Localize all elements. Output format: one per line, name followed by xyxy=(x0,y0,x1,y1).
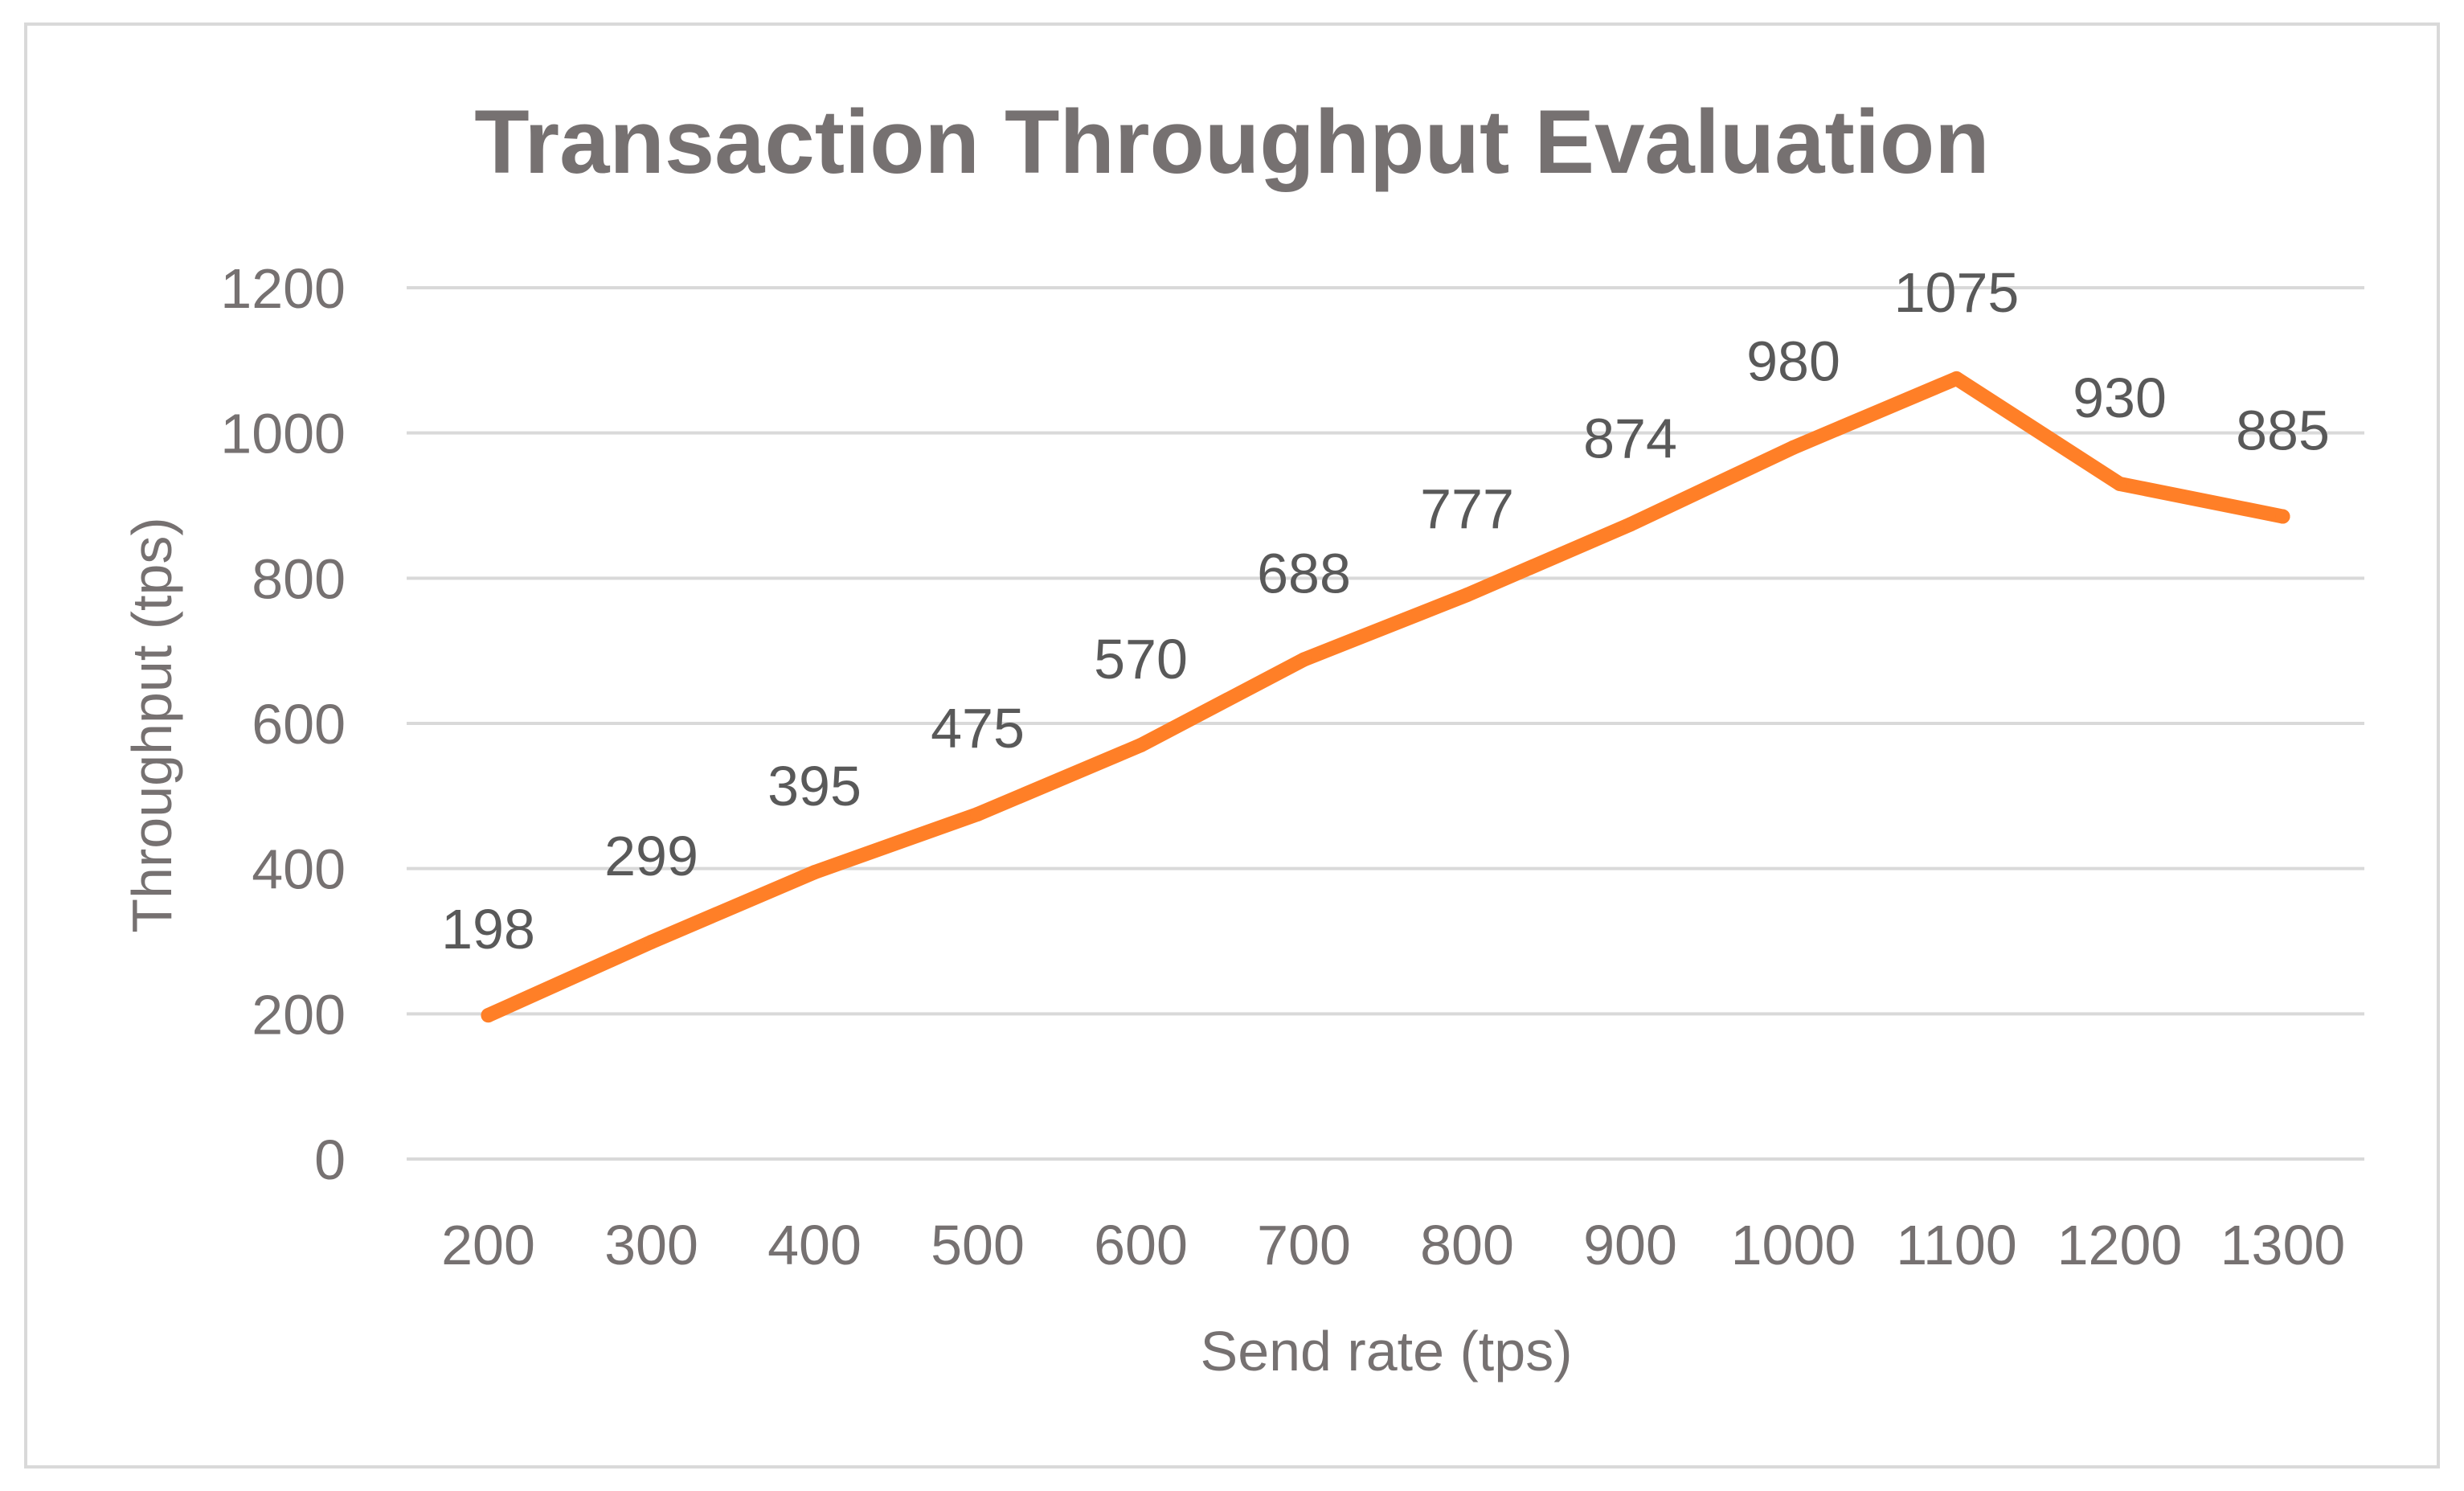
data-label: 395 xyxy=(767,755,862,817)
data-point xyxy=(970,806,985,821)
data-point xyxy=(1949,371,1964,386)
y-axis-title: Throughput (tps) xyxy=(121,517,183,932)
data-point xyxy=(2112,476,2127,491)
data-point xyxy=(807,865,822,880)
y-tick-label: 600 xyxy=(252,693,346,756)
y-tick-label: 0 xyxy=(314,1128,346,1191)
y-tick-label: 200 xyxy=(252,983,346,1046)
data-label: 299 xyxy=(604,825,698,887)
y-tick-label: 1200 xyxy=(220,257,346,320)
data-point xyxy=(1296,652,1312,667)
data-label: 874 xyxy=(1583,407,1677,469)
series-layer xyxy=(481,371,2290,1023)
x-axis-title: Send rate (tps) xyxy=(1201,1320,1573,1382)
y-tick-label: 1000 xyxy=(220,403,346,465)
chart-frame xyxy=(24,23,2440,1468)
data-label: 885 xyxy=(2236,399,2330,462)
data-labels: 198 299 395 475 570 688 777 874 980 1075 930 885 xyxy=(441,261,2330,961)
chart-title: Transaction Throughput Evaluation xyxy=(474,92,1989,192)
data-label: 198 xyxy=(441,898,535,961)
data-point xyxy=(1459,588,1475,603)
data-label: 1075 xyxy=(1894,261,2020,324)
data-point xyxy=(644,934,659,949)
data-label: 688 xyxy=(1257,543,1351,605)
data-label: 980 xyxy=(1746,330,1840,393)
data-label: 777 xyxy=(1420,477,1514,540)
x-tick-label: 600 xyxy=(1094,1214,1188,1276)
data-label: 475 xyxy=(931,697,1025,760)
x-tick-label: 300 xyxy=(604,1214,698,1276)
data-point xyxy=(481,1008,496,1023)
x-tick-label: 1100 xyxy=(1896,1214,2017,1276)
x-tick-label: 400 xyxy=(767,1214,862,1276)
x-tick-label: 1300 xyxy=(2220,1214,2346,1276)
y-axis-ticks: 0 200 400 600 800 1000 1200 xyxy=(220,257,346,1191)
x-tick-label: 800 xyxy=(1420,1214,1514,1276)
x-tick-label: 1200 xyxy=(2057,1214,2183,1276)
x-tick-label: 200 xyxy=(441,1214,535,1276)
data-label: 570 xyxy=(1094,628,1188,690)
gridlines xyxy=(407,286,2364,1161)
y-tick-label: 800 xyxy=(252,547,346,610)
series-line xyxy=(481,371,2290,1023)
x-tick-label: 500 xyxy=(931,1214,1025,1276)
data-label: 930 xyxy=(2073,367,2167,429)
x-tick-label: 700 xyxy=(1257,1214,1351,1276)
data-point xyxy=(1133,738,1148,753)
data-point xyxy=(2275,509,2290,524)
y-tick-label: 400 xyxy=(252,838,346,901)
data-point xyxy=(1786,440,1801,455)
x-axis-ticks: 200 300 400 500 600 700 800 900 1000 1100 1200 1300 xyxy=(441,1214,2345,1276)
x-tick-label: 900 xyxy=(1583,1214,1677,1276)
x-tick-label: 1000 xyxy=(1731,1214,1856,1276)
data-point xyxy=(1623,517,1638,532)
